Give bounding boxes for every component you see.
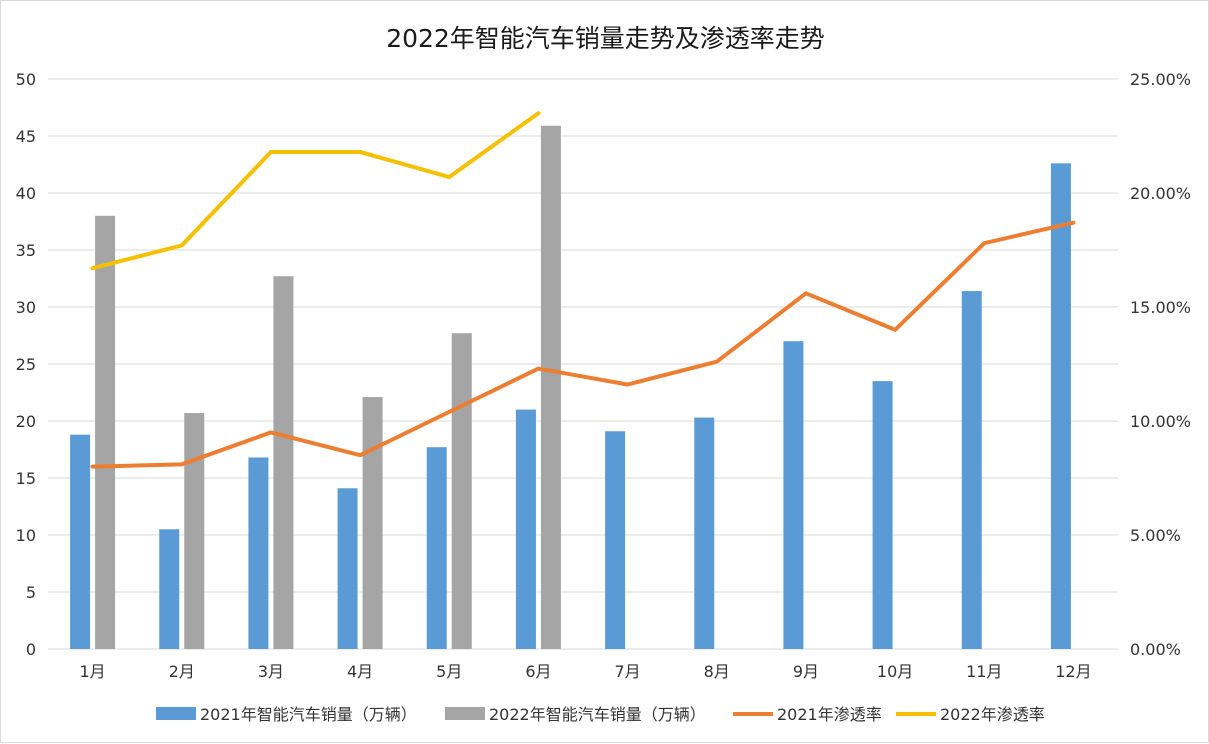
bar-2021	[1050, 163, 1071, 650]
legend-swatch	[445, 707, 485, 720]
y-left-tick-label: 20	[16, 412, 36, 431]
x-tick-label: 2月	[169, 662, 195, 681]
bar-2021	[248, 457, 269, 649]
line-2022-penetration	[90, 111, 541, 271]
bar-2022	[362, 397, 383, 649]
y-left-tick-label: 15	[16, 469, 36, 488]
y-right-tick-label: 5.00%	[1130, 526, 1181, 545]
bar-2021	[426, 447, 447, 649]
x-tick-label: 5月	[436, 662, 462, 681]
x-tick-label: 3月	[258, 662, 284, 681]
bar-2021	[515, 409, 536, 649]
x-tick-label: 12月	[1055, 662, 1091, 681]
y-left-tick-label: 45	[16, 127, 36, 146]
x-tick-label: 11月	[966, 662, 1002, 681]
chart-title: 2022年智能汽车销量走势及渗透率走势	[386, 24, 825, 53]
x-tick-label: 8月	[704, 662, 730, 681]
bar-2021	[159, 529, 180, 649]
legend-label: 2021年渗透率	[777, 705, 882, 724]
bar-2022	[451, 333, 472, 649]
y-left-tick-label: 0	[26, 640, 36, 659]
bar-2021	[70, 434, 91, 649]
y-left-tick-label: 10	[16, 526, 36, 545]
y-left-tick-label: 40	[16, 184, 36, 203]
bar-2022	[184, 413, 205, 649]
x-tick-label: 10月	[877, 662, 913, 681]
bar-2021	[605, 431, 626, 649]
y-left-tick-label: 35	[16, 241, 36, 260]
y-left-tick-label: 50	[16, 70, 36, 89]
bar-2021	[337, 488, 358, 649]
y-right-tick-label: 15.00%	[1130, 298, 1191, 317]
line-2021-penetration	[90, 220, 1076, 469]
y-right-tick-label: 10.00%	[1130, 412, 1191, 431]
bar-2021	[872, 381, 893, 649]
bar-2022	[540, 125, 561, 650]
legend-label: 2022年渗透率	[940, 705, 1045, 724]
x-tick-label: 9月	[793, 662, 819, 681]
legend-label: 2022年智能汽车销量（万辆）	[489, 705, 706, 724]
y-left-tick-label: 5	[26, 583, 36, 602]
y-right-tick-label: 20.00%	[1130, 184, 1191, 203]
x-tick-label: 6月	[525, 662, 551, 681]
legend-label: 2021年智能汽车销量（万辆）	[200, 705, 417, 724]
bar-2021	[783, 341, 804, 649]
y-right-tick-label: 25.00%	[1130, 70, 1191, 89]
x-tick-label: 1月	[79, 662, 105, 681]
bar-2021	[694, 417, 715, 649]
y-left-tick-label: 25	[16, 355, 36, 374]
legend-swatch	[156, 707, 196, 720]
x-tick-label: 7月	[614, 662, 640, 681]
bar-2022	[273, 276, 294, 649]
bar-2022	[95, 215, 116, 650]
x-tick-label: 4月	[347, 662, 373, 681]
y-left-tick-label: 30	[16, 298, 36, 317]
bar-2021	[961, 291, 982, 649]
y-right-tick-label: 0.00%	[1130, 640, 1181, 659]
